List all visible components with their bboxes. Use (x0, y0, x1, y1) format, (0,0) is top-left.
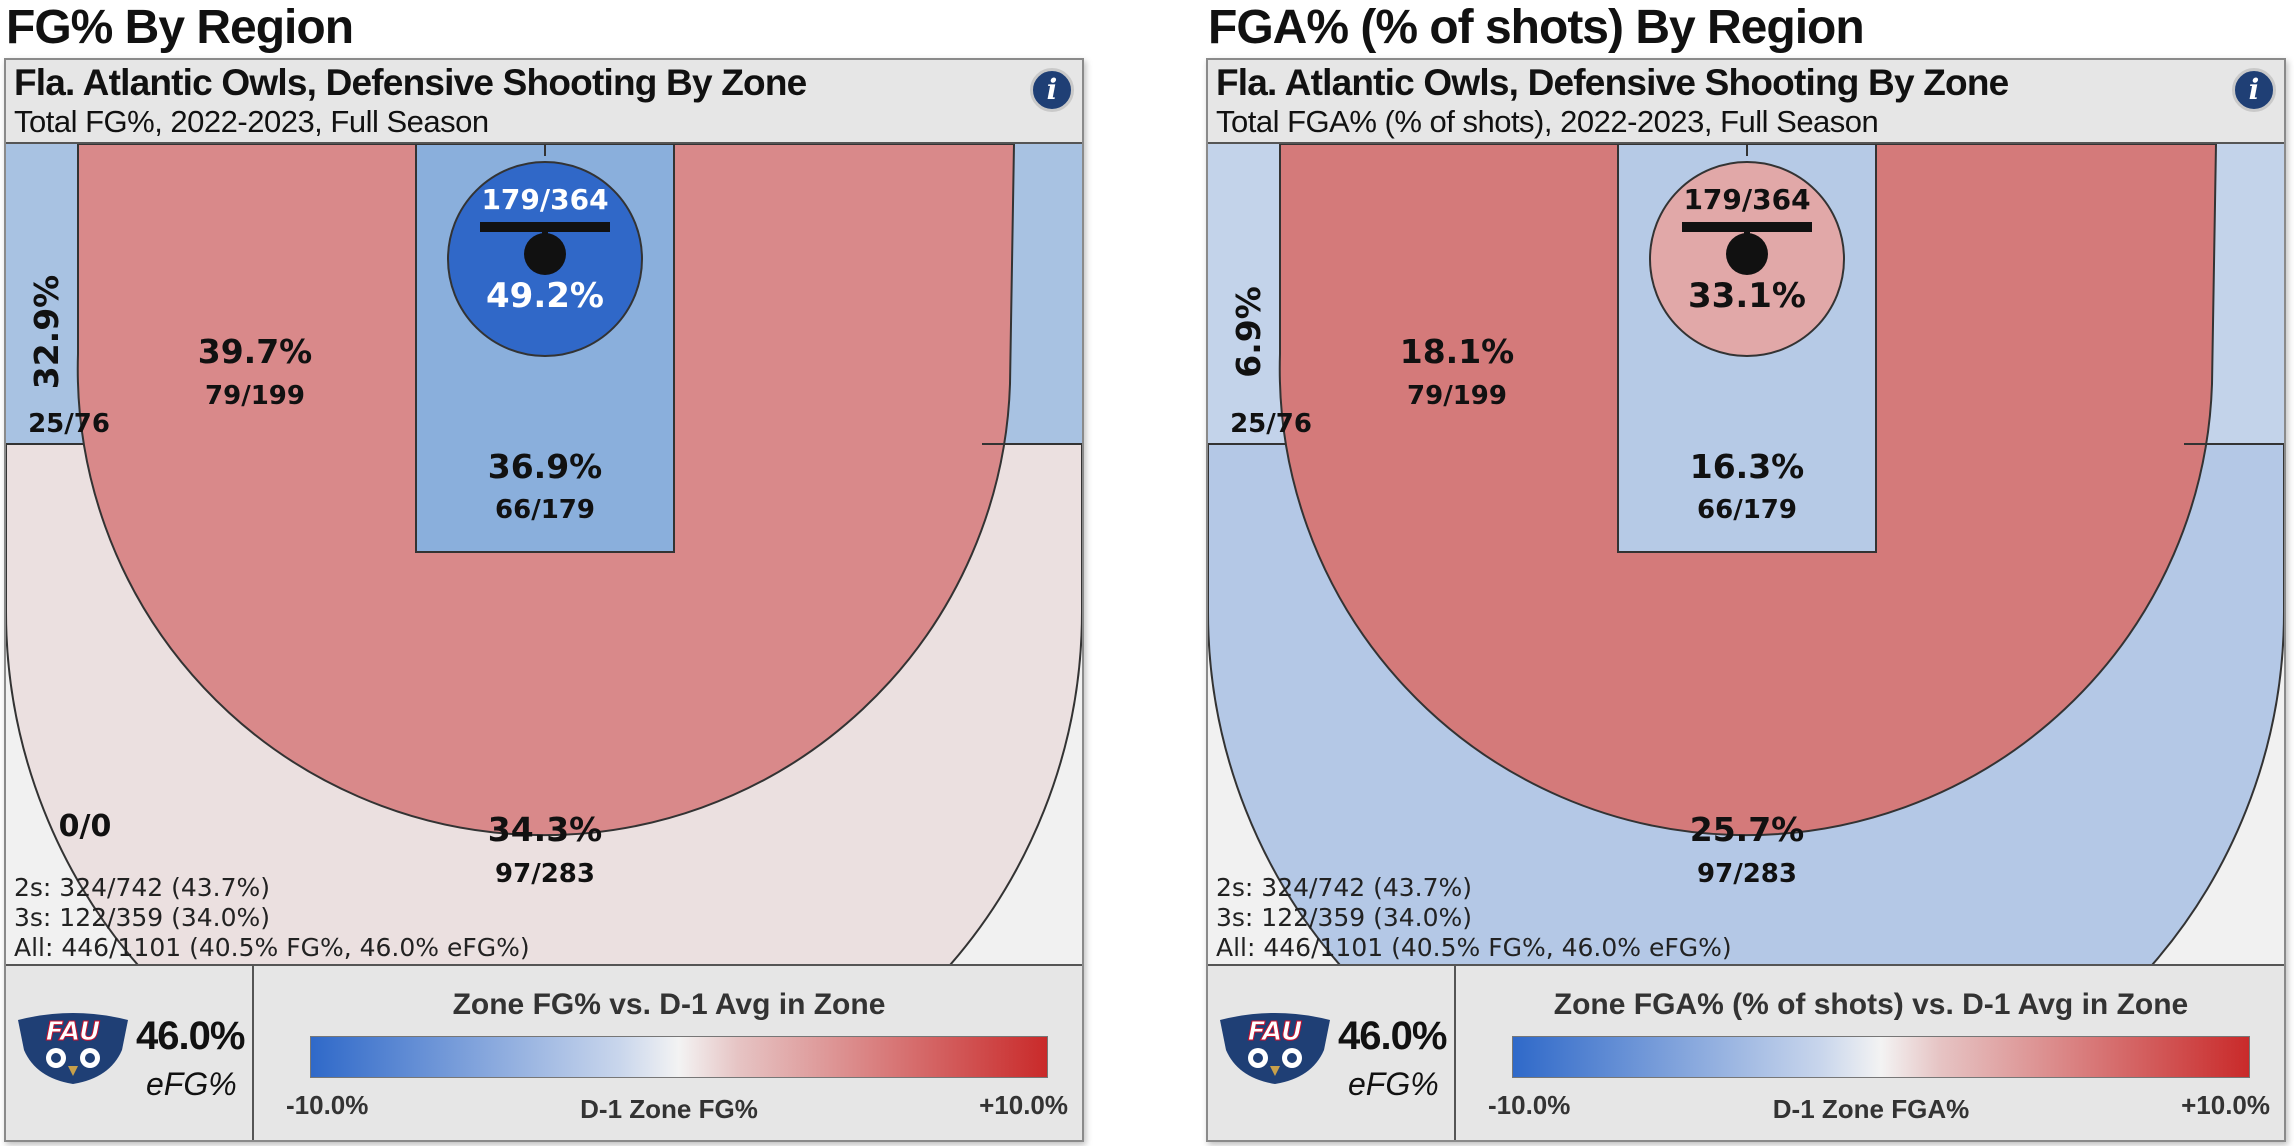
footer-divider (252, 966, 254, 1140)
panel-header: Fla. Atlantic Owls, Defensive Shooting B… (1208, 60, 2284, 144)
heave-made-attempts: 0/0 (59, 809, 112, 844)
legend-max: +10.0% (979, 1090, 1068, 1120)
legend-title: Zone FGA% (% of shots) vs. D-1 Avg in Zo… (1553, 988, 2189, 1021)
panel-title: Fla. Atlantic Owls, Defensive Shooting B… (1216, 62, 2009, 103)
rim-value: 33.1% (1688, 276, 1806, 316)
fau-owls-logo: FAU (18, 1013, 128, 1084)
info-icon[interactable]: i (1030, 68, 1074, 112)
legend-footer: FAU 46.0% eFG% Zone FG% vs. D-1 Avg in Z… (6, 964, 1082, 1140)
svg-text:FAU: FAU (1248, 1017, 1302, 1047)
legend-footer: FAU 46.0% eFG% Zone FGA% (% of shots) vs… (1208, 964, 2284, 1140)
panel-subtitle: Total FG%, 2022-2023, Full Season (14, 104, 489, 139)
rim-value: 49.2% (486, 276, 604, 316)
summary-all: All: 446/1101 (40.5% FG%, 46.0% eFG%) (1216, 933, 1732, 962)
corner-three-made-attempts: 25/76 (28, 409, 110, 439)
paint-made-attempts: 66/179 (1697, 495, 1797, 525)
mid-range-made-attempts: 79/199 (1407, 381, 1507, 411)
shot-zone-court: 179/364 49.2% 36.9% 66/179 39.7% 79/199 … (6, 144, 1082, 964)
footer-divider (1454, 966, 1456, 1140)
above-break-three-made-attempts: 97/283 (1697, 859, 1797, 889)
efg-value: 46.0% (1338, 1014, 1447, 1058)
mid-range-value: 39.7% (198, 332, 313, 371)
summary-twos: 2s: 324/742 (43.7%) (1216, 873, 1472, 902)
summary-twos: 2s: 324/742 (43.7%) (14, 873, 270, 902)
efg-value: 46.0% (136, 1014, 245, 1058)
shot-zone-court: 179/364 33.1% 16.3% 66/179 18.1% 79/199 … (1208, 144, 2284, 964)
corner-three-value: 32.9% (27, 275, 66, 390)
fg-chart-panel: Fla. Atlantic Owls, Defensive Shooting B… (4, 58, 1084, 1142)
panel-header: Fla. Atlantic Owls, Defensive Shooting B… (6, 60, 1082, 144)
legend-title: Zone FG% vs. D-1 Avg in Zone (452, 988, 886, 1021)
color-scale-bar (1512, 1036, 2250, 1078)
backboard (480, 222, 610, 232)
corner-three-value: 6.9% (1229, 286, 1268, 378)
fau-owls-logo: FAU (1220, 1013, 1330, 1084)
rim-made-attempts: 179/364 (1683, 183, 1810, 216)
legend-min: -10.0% (1488, 1090, 1571, 1120)
section-title-fga: FGA% (% of shots) By Region (1208, 1, 1865, 54)
paint-made-attempts: 66/179 (495, 495, 595, 525)
legend-center-label: D-1 Zone FGA% (1772, 1094, 1970, 1124)
above-break-three-made-attempts: 97/283 (495, 859, 595, 889)
color-scale-bar (310, 1036, 1048, 1078)
summary-threes: 3s: 122/359 (34.0%) (1216, 903, 1472, 932)
efg-label: eFG% (146, 1066, 237, 1102)
corner-three-made-attempts: 25/76 (1230, 409, 1312, 439)
summary-threes: 3s: 122/359 (34.0%) (14, 903, 270, 932)
svg-text:FAU: FAU (46, 1017, 100, 1047)
legend-center-label: D-1 Zone FG% (580, 1094, 758, 1124)
panel-subtitle: Total FGA% (% of shots), 2022-2023, Full… (1216, 104, 1879, 139)
efg-label: eFG% (1348, 1066, 1439, 1102)
fga-chart-panel: Fla. Atlantic Owls, Defensive Shooting B… (1206, 58, 2286, 1142)
legend-min: -10.0% (286, 1090, 369, 1120)
above-break-three-value: 34.3% (488, 810, 603, 849)
rim-made-attempts: 179/364 (481, 183, 608, 216)
hoop (524, 233, 566, 275)
mid-range-value: 18.1% (1400, 332, 1515, 371)
paint-value: 16.3% (1690, 447, 1805, 486)
above-break-three-value: 25.7% (1690, 810, 1805, 849)
hoop (1726, 233, 1768, 275)
backboard (1682, 222, 1812, 232)
paint-value: 36.9% (488, 447, 603, 486)
legend-max: +10.0% (2181, 1090, 2270, 1120)
mid-range-made-attempts: 79/199 (205, 381, 305, 411)
panel-title: Fla. Atlantic Owls, Defensive Shooting B… (14, 62, 807, 103)
section-title-fg: FG% By Region (6, 1, 354, 54)
info-icon[interactable]: i (2232, 68, 2276, 112)
summary-all: All: 446/1101 (40.5% FG%, 46.0% eFG%) (14, 933, 530, 962)
